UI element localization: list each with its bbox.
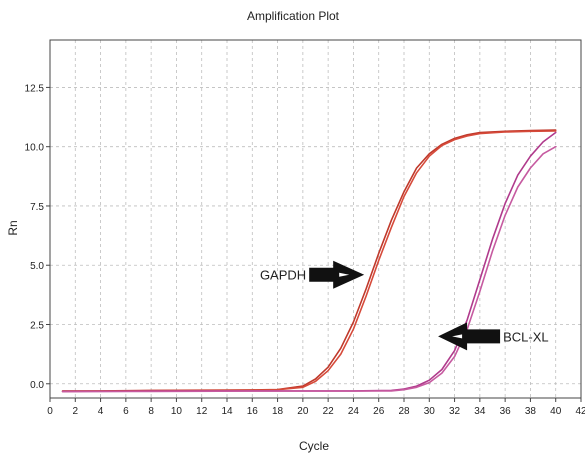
series-line-3	[61, 131, 557, 393]
annotation-label: BCL-XL	[503, 329, 549, 344]
x-tick-label: 16	[247, 406, 259, 417]
chart-title: Amplification Plot	[247, 9, 340, 23]
arrow-right-icon	[309, 260, 365, 289]
grid	[50, 40, 581, 398]
x-tick-label: 18	[272, 406, 284, 417]
x-tick-label: 24	[348, 406, 360, 417]
x-tick-label: 4	[98, 406, 104, 417]
arrow-highlight	[452, 334, 463, 339]
annotation-1: GAPDH	[260, 260, 365, 289]
x-tick-label: 32	[449, 406, 461, 417]
x-axis: 0 2 4 6 8 10 12 14 16 18 20 22 24 26 28 30 32 34 36 38 40 42	[47, 398, 585, 417]
x-tick-label: 12	[196, 406, 208, 417]
annotation-label: GAPDH	[260, 268, 306, 283]
x-tick-label: 20	[297, 406, 309, 417]
x-axis-label: Cycle	[299, 439, 329, 453]
y-tick-label: 5.0	[30, 261, 44, 272]
annotation-2: BCL-XL	[438, 322, 549, 351]
y-axis: 0.0 2.5 5.0 7.5 10.0 12.5	[25, 83, 50, 391]
x-tick-label: 8	[148, 406, 154, 417]
x-tick-label: 34	[474, 406, 486, 417]
series-line-4	[61, 145, 557, 393]
x-tick-label: 6	[123, 406, 129, 417]
x-tick-label: 38	[525, 406, 537, 417]
x-tick-label: 14	[221, 406, 233, 417]
x-tick-label: 40	[550, 406, 562, 417]
x-tick-label: 26	[373, 406, 385, 417]
y-tick-label: 2.5	[30, 321, 44, 332]
x-tick-label: 0	[47, 406, 53, 417]
x-tick-label: 2	[73, 406, 79, 417]
series-line-2	[61, 130, 557, 393]
series-layer	[61, 129, 557, 393]
y-tick-label: 10.0	[25, 143, 45, 154]
arrow-highlight	[339, 272, 350, 277]
x-tick-label: 28	[398, 406, 410, 417]
plot-frame	[49, 39, 582, 399]
y-axis-label: Rn	[6, 220, 20, 235]
x-tick-label: 10	[171, 406, 183, 417]
arrow-left-icon	[438, 322, 501, 351]
y-tick-label: 7.5	[30, 202, 44, 213]
annotations: GAPDH BCL-XL	[260, 260, 549, 351]
x-tick-label: 36	[500, 406, 512, 417]
y-tick-label: 12.5	[25, 83, 45, 94]
x-tick-label: 42	[575, 406, 585, 417]
series-line-1	[61, 129, 557, 392]
x-tick-label: 22	[323, 406, 335, 417]
y-tick-label: 0.0	[30, 380, 44, 391]
x-tick-label: 30	[424, 406, 436, 417]
